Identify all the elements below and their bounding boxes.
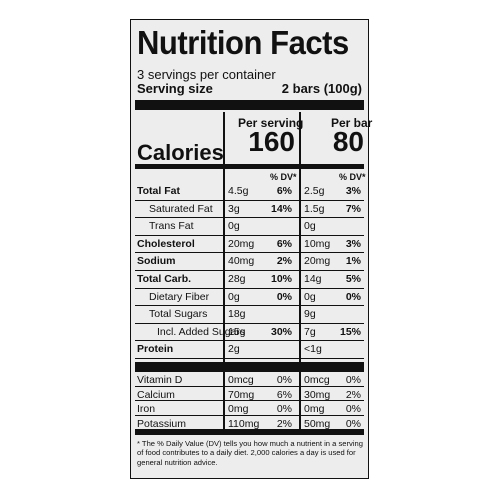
bar-dv: 3% [345, 185, 361, 197]
serving-amount: 18g [228, 308, 246, 321]
vitamin-row: Iron 0mg 0% 0mg 0% [135, 401, 364, 416]
bar-dv: 7% [345, 202, 361, 215]
nutrient-row: Saturated Fat 3g 14% 1.5g 7% [135, 201, 364, 219]
bar-dv: 0% [345, 417, 361, 430]
bar-amount: 9g [304, 308, 316, 321]
bar-amount: 0mcg [304, 374, 330, 386]
column-divider-2 [299, 112, 301, 364]
column-divider-4 [299, 372, 301, 430]
bar-dv: 0% [345, 403, 361, 415]
bar-amount: 1.5g [304, 202, 325, 215]
vitamin-row: Potassium 110mg 2% 50mg 0% [135, 416, 364, 430]
serving-dv: 14% [270, 202, 292, 215]
dv-header-bar: % DV* [339, 172, 366, 182]
bar-amount: 14g [304, 273, 322, 285]
servings-per-container: 3 servings per container [137, 67, 276, 82]
serving-size-label: Serving size [137, 81, 213, 96]
calories-per-serving: 160 [248, 126, 295, 157]
serving-dv: 30% [270, 325, 292, 338]
vitamin-row: Vitamin D 0mcg 0% 0mcg 0% [135, 372, 364, 387]
serving-amount: 3g [228, 202, 240, 215]
bar-dv: 2% [345, 388, 361, 401]
thick-divider-vitamins [135, 362, 364, 372]
nutrient-name: Iron [137, 403, 156, 415]
nutrient-name: Total Fat [137, 185, 180, 197]
serving-amount: 2g [228, 343, 240, 356]
nutrient-name: Saturated Fat [149, 202, 213, 215]
bar-dv: 3% [345, 237, 361, 250]
nutrient-row: Total Carb. 28g 10% 14g 5% [135, 271, 364, 289]
column-divider-3 [223, 372, 225, 430]
bar-amount: 7g [304, 325, 316, 338]
nutrient-row: Total Sugars 18g 9g [135, 306, 364, 324]
nutrient-name: Cholesterol [137, 237, 195, 250]
vitamin-row: Calcium 70mg 6% 30mg 2% [135, 387, 364, 401]
serving-amount: 40mg [228, 255, 255, 268]
serving-dv: 6% [276, 185, 292, 197]
per-bar-header: Per bar [331, 116, 373, 130]
serving-amount: 0mcg [228, 374, 254, 386]
serving-amount: 0mg [228, 403, 249, 415]
nutrition-facts-panel: Nutrition Facts 3 servings per container… [130, 19, 373, 479]
nutrient-row: Cholesterol 20mg 6% 10mg 3% [135, 236, 364, 254]
bar-dv: 0% [345, 290, 361, 303]
nutrient-name: Total Carb. [137, 273, 192, 285]
serving-amount: 15g [228, 325, 246, 338]
serving-amount: 28g [228, 273, 246, 285]
nutrient-name: Sodium [137, 255, 176, 268]
serving-amount: 70mg [228, 388, 255, 401]
serving-amount: 110mg [228, 417, 260, 430]
nutrient-row: Trans Fat 0g 0g [135, 218, 364, 236]
nutrient-name: Dietary Fiber [149, 290, 210, 303]
bar-dv: 5% [345, 273, 361, 285]
bar-amount: 0g [304, 290, 316, 303]
bar-amount: 20mg [304, 255, 331, 268]
thick-divider-bottom [135, 430, 364, 435]
calories-label: Calories [137, 140, 224, 165]
serving-dv: 0% [276, 403, 292, 415]
nutrient-name: Potassium [137, 417, 187, 430]
bar-dv: 1% [345, 255, 361, 268]
daily-value-footnote: * The % Daily Value (DV) tells you how m… [137, 439, 363, 467]
thick-divider-top [135, 100, 364, 110]
serving-amount: 20mg [228, 237, 255, 250]
nutrient-name: Vitamin D [137, 374, 183, 386]
bar-amount: 2.5g [304, 185, 325, 197]
nutrient-row: Dietary Fiber 0g 0% 0g 0% [135, 289, 364, 307]
bar-amount: 50mg [304, 417, 331, 430]
nutrient-row: Total Fat 4.5g 6% 2.5g 3% [135, 183, 364, 201]
bar-amount: <1g [304, 343, 322, 356]
serving-size-value: 2 bars (100g) [281, 81, 362, 96]
serving-dv: 0% [276, 290, 292, 303]
serving-amount: 0g [228, 290, 240, 303]
serving-dv: 6% [276, 388, 292, 401]
label-title: Nutrition Facts [137, 24, 349, 61]
nutrient-row: Protein 2g <1g [135, 341, 364, 359]
bar-amount: 30mg [304, 388, 331, 401]
nutrient-name: Protein [137, 343, 174, 356]
column-divider-1 [223, 112, 225, 364]
serving-dv: 2% [276, 255, 292, 268]
nutrient-name: Total Sugars [149, 308, 208, 321]
serving-amount: 0g [228, 220, 240, 233]
bar-dv: 0% [345, 374, 361, 386]
serving-dv: 2% [276, 417, 292, 430]
bar-amount: 0g [304, 220, 316, 233]
calories-per-bar: 80 [332, 126, 364, 157]
nutrient-row: Incl. Added Sugars 15g 30% 7g 15% [135, 324, 364, 342]
thick-divider-calories [135, 164, 364, 169]
serving-amount: 4.5g [228, 185, 249, 197]
bar-amount: 0mg [304, 403, 325, 415]
nutrient-row: Sodium 40mg 2% 20mg 1% [135, 253, 364, 271]
nutrient-name: Calcium [137, 388, 175, 401]
nutrient-name: Incl. Added Sugars [157, 325, 246, 338]
dv-header-serving: % DV* [270, 172, 297, 182]
bar-dv: 15% [339, 325, 361, 338]
serving-dv: 10% [270, 273, 292, 285]
bar-amount: 10mg [304, 237, 331, 250]
nutrient-name: Trans Fat [149, 220, 194, 233]
per-serving-header: Per serving [238, 116, 304, 130]
serving-dv: 6% [276, 237, 292, 250]
serving-dv: 0% [276, 374, 292, 386]
